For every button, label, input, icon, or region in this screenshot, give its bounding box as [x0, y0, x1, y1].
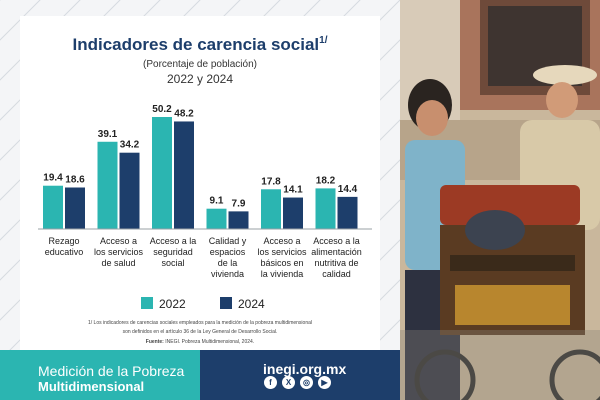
source-note: Fuente: INEGI. Pobreza Multidimensional,…	[146, 339, 254, 345]
x-icon[interactable]: X	[282, 376, 295, 389]
footer-navy-panel	[200, 350, 400, 400]
bar-2022-cat-0	[43, 185, 63, 229]
data-label-2024-cat-2: 48.2	[174, 108, 194, 119]
youtube-icon[interactable]: ▶	[318, 376, 331, 389]
source-text: INEGI. Pobreza Multidimensional, 2024.	[165, 339, 254, 345]
chart-title: Indicadores de carencia social1/	[73, 35, 328, 54]
footer-line-1: Medición de la Pobreza	[38, 363, 185, 379]
street-photo	[400, 0, 600, 400]
infographic: Indicadores de carencia social1/ (Porcen…	[0, 0, 400, 400]
category-label-1: Acceso a los servicios de salud	[94, 236, 144, 268]
photo-illustration	[400, 0, 600, 400]
data-label-2024-cat-1: 34.2	[120, 140, 140, 151]
legend-swatch-2022	[141, 297, 153, 309]
data-label-2022-cat-3: 9.1	[210, 196, 224, 207]
data-label-2022-cat-0: 19.4	[43, 173, 63, 184]
bar-2022-cat-1	[97, 141, 118, 229]
chart-card: Indicadores de carencia social1/ (Porcen…	[20, 16, 380, 350]
bar-2024-cat-1	[119, 152, 140, 229]
footer-banner: Medición de la Pobreza Multidimensional …	[0, 350, 400, 400]
bar-2024-cat-2	[174, 121, 194, 229]
bar-2022-cat-5	[315, 188, 336, 229]
footer-line-2: Multidimensional	[38, 379, 145, 394]
bar-2024-cat-4	[283, 197, 303, 229]
bar-2022-cat-3	[206, 208, 227, 229]
data-label-2022-cat-1: 39.1	[98, 129, 118, 140]
chart-years: 2022 y 2024	[167, 72, 233, 86]
title-superscript: 1/	[319, 35, 328, 46]
bar-2022-cat-4	[261, 189, 281, 229]
data-label-2022-cat-2: 50.2	[152, 104, 172, 115]
category-label-0: Rezago educativo	[45, 236, 84, 257]
data-label-2024-cat-4: 14.1	[283, 185, 303, 196]
bars-group: 19.4 18.6 39.134.2 50.2 48.2 9.1 7.9 17.814.1 18…	[43, 104, 358, 229]
category-label-3: Calidad y espacios de la vivienda	[209, 236, 247, 279]
legend-swatch-2024	[220, 297, 232, 309]
bar-2022-cat-2	[152, 117, 172, 229]
chart-subtitle: (Porcentaje de población)	[143, 59, 257, 70]
data-label-2024-cat-3: 7.9	[232, 198, 246, 209]
instagram-icon[interactable]: ◎	[300, 376, 313, 389]
data-label-2022-cat-5: 18.2	[316, 175, 336, 186]
bar-2024-cat-5	[337, 196, 358, 229]
category-label-4: Acceso a los servicios básicos en la vivien…	[257, 236, 307, 279]
category-labels: Rezago educativo Acceso a los servicios de s…	[45, 236, 362, 279]
facebook-icon[interactable]: f	[264, 376, 277, 389]
footer-teal-panel: Medición de la Pobreza Multidimensional	[0, 350, 200, 400]
website-link[interactable]: inegi.org.mx	[263, 361, 347, 377]
data-label-2024-cat-0: 18.6	[65, 175, 85, 186]
data-label-2024-cat-5: 14.4	[338, 184, 358, 195]
legend-label-2024: 2024	[238, 297, 265, 311]
bar-2024-cat-3	[228, 211, 249, 229]
category-label-2: Acceso a la seguridad social	[150, 236, 197, 268]
legend-label-2022: 2022	[159, 297, 186, 311]
data-label-2022-cat-4: 17.8	[261, 176, 281, 187]
legend: 2022 2024	[141, 297, 265, 311]
source-label: Fuente:	[146, 339, 164, 345]
bar-2024-cat-0	[65, 187, 85, 229]
bar-chart: Indicadores de carencia social1/ (Porcen…	[38, 35, 372, 345]
category-label-5: Acceso a la alimentación nutritiva de calid…	[311, 236, 362, 279]
footnote-line-1: 1/ Los indicadores de carencias sociales…	[88, 320, 312, 326]
footnote-line-2: son definidos en el artículo 36 de la Le…	[123, 329, 278, 335]
